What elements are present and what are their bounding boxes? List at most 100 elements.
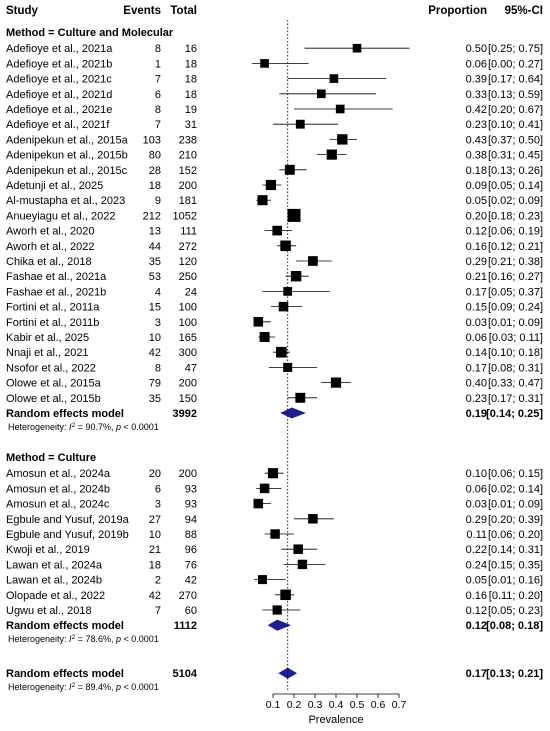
study-ci: [0.06; 0.20] — [488, 529, 543, 541]
study-proportion: 0.05 — [466, 195, 487, 207]
overall-ci: [0.13; 0.21] — [486, 668, 543, 680]
study-events: 6 — [155, 483, 161, 495]
study-events: 28 — [149, 165, 161, 177]
study-ci: [0.05; 0.14] — [488, 180, 543, 192]
study-ci: [0.17; 0.31] — [488, 393, 543, 405]
study-total: 210 — [179, 150, 197, 162]
study-ci: [0.00; 0.27] — [488, 58, 543, 70]
pooled-ci: [0.08; 0.18] — [486, 620, 543, 632]
study-marker — [276, 346, 287, 358]
study-events: 1 — [155, 58, 161, 70]
study-events: 10 — [149, 332, 161, 344]
study-name: Nnaji et al., 2021 — [6, 347, 89, 359]
pooled-label: Random effects model — [6, 408, 124, 420]
study-total: 96 — [185, 544, 197, 556]
study-marker — [258, 575, 267, 585]
study-proportion: 0.18 — [466, 165, 487, 177]
study-marker — [270, 529, 280, 539]
study-ci: [0.10; 0.18] — [488, 347, 543, 359]
study-ci: [0.31; 0.45] — [488, 150, 543, 162]
study-events: 7 — [155, 119, 161, 131]
study-name: Kabir et al., 2025 — [6, 332, 89, 344]
overall-diamond — [278, 667, 298, 679]
study-events: 9 — [155, 195, 161, 207]
study-events: 27 — [149, 514, 161, 526]
study-proportion: 0.06 — [466, 332, 487, 344]
study-proportion: 0.29 — [466, 514, 487, 526]
study-ci: [0.20; 0.39] — [488, 514, 543, 526]
study-name: Olowe et al., 2015b — [6, 393, 101, 405]
study-events: 3 — [155, 499, 161, 511]
study-ci: [0.16; 0.27] — [488, 271, 543, 283]
study-total: 18 — [185, 89, 197, 101]
header-proportion: Proportion — [428, 5, 487, 17]
header-study: Study — [6, 5, 39, 17]
study-ci: [0.12; 0.21] — [488, 241, 543, 253]
study-events: 18 — [149, 180, 161, 192]
study-ci: [0.05; 0.37] — [488, 286, 543, 298]
study-proportion: 0.03 — [466, 499, 487, 511]
study-total: 93 — [185, 499, 197, 511]
study-proportion: 0.21 — [466, 271, 487, 283]
study-events: 2 — [155, 575, 161, 587]
study-events: 8 — [155, 104, 161, 116]
study-ci: [0.10; 0.41] — [488, 119, 543, 131]
study-total: 100 — [179, 302, 197, 314]
study-events: 10 — [149, 529, 161, 541]
study-total: 200 — [179, 378, 197, 390]
study-total: 111 — [180, 226, 197, 238]
study-events: 53 — [149, 271, 161, 283]
study-ci: [0.21; 0.38] — [488, 256, 543, 268]
study-ci: [0.13; 0.26] — [488, 165, 543, 177]
study-ci: [0.08; 0.31] — [488, 362, 543, 374]
study-total: 93 — [185, 483, 197, 495]
x-tick-label: 0.1 — [266, 699, 281, 711]
study-ci: [0.02; 0.09] — [488, 195, 543, 207]
study-events: 8 — [155, 43, 161, 55]
study-name: Al-mustapha et al., 2023 — [6, 195, 125, 207]
study-marker — [280, 589, 291, 601]
study-marker — [265, 179, 276, 191]
study-name: Ugwu et al., 2018 — [6, 605, 92, 617]
study-events: 42 — [149, 347, 161, 359]
study-ci: [0.03; 0.11] — [489, 332, 543, 344]
study-marker — [297, 559, 308, 570]
study-name: Fortini et al., 2011b — [6, 317, 99, 329]
x-tick-label: 0.3 — [308, 699, 323, 711]
study-ci: [0.02; 0.14] — [488, 483, 543, 495]
study-name: Adefioye et al., 2021e — [6, 104, 112, 116]
pooled-proportion: 0.19 — [466, 408, 487, 420]
study-marker — [295, 119, 305, 129]
study-total: 88 — [185, 529, 197, 541]
study-proportion: 0.16 — [466, 241, 487, 253]
study-events: 42 — [149, 590, 161, 602]
study-name: Anueyiagu et al., 2022 — [6, 210, 115, 222]
study-events: 7 — [155, 605, 161, 617]
study-proportion: 0.05 — [466, 575, 487, 587]
study-total: 238 — [179, 134, 197, 146]
study-events: 80 — [149, 150, 161, 162]
study-events: 15 — [149, 302, 161, 314]
study-total: 250 — [179, 271, 197, 283]
study-proportion: 0.12 — [466, 605, 487, 617]
study-proportion: 0.16 — [466, 590, 487, 602]
study-events: 18 — [149, 559, 161, 571]
study-total: 200 — [179, 180, 197, 192]
study-events: 35 — [149, 256, 161, 268]
study-proportion: 0.17 — [466, 286, 487, 298]
study-events: 20 — [149, 468, 161, 480]
study-total: 16 — [185, 43, 197, 55]
study-events: 212 — [143, 210, 161, 222]
header-total: Total — [170, 5, 197, 17]
study-ci: [0.18; 0.23] — [488, 210, 543, 222]
study-events: 7 — [155, 74, 161, 86]
study-proportion: 0.29 — [466, 256, 487, 268]
study-proportion: 0.22 — [466, 544, 487, 556]
study-events: 13 — [149, 226, 161, 238]
study-ci: [0.17; 0.64] — [488, 74, 543, 86]
study-marker — [326, 149, 337, 160]
study-marker — [259, 332, 270, 342]
study-name: Fashae et al., 2021a — [6, 271, 107, 283]
study-name: Adefioye et al., 2021b — [6, 58, 112, 70]
